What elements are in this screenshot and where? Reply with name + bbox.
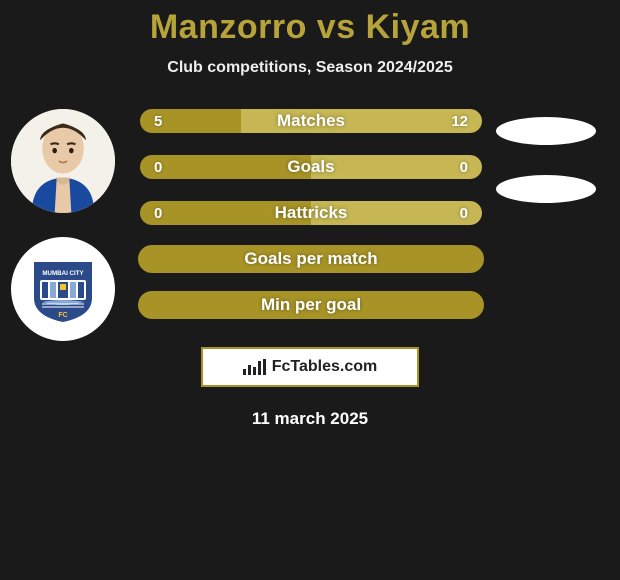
comparison-panel: MUMBAI CITY FC 512Matches00Goals00Hattri… bbox=[0, 107, 620, 319]
player-avatar bbox=[11, 109, 115, 213]
player-avatar-placeholder bbox=[11, 109, 115, 213]
opponent-avatar-placeholder-2 bbox=[496, 175, 596, 203]
stat-bar-left-segment bbox=[140, 201, 311, 225]
brand-badge: FcTables.com bbox=[201, 347, 419, 387]
club-badge: MUMBAI CITY FC bbox=[11, 237, 115, 341]
stat-value-right: 0 bbox=[460, 159, 468, 176]
opponent-avatar-placeholder-1 bbox=[496, 117, 596, 145]
stat-bar: Goals per match bbox=[138, 245, 484, 273]
opponent-avatar-column bbox=[490, 117, 602, 203]
svg-text:MUMBAI CITY: MUMBAI CITY bbox=[42, 270, 84, 277]
subtitle: Club competitions, Season 2024/2025 bbox=[0, 59, 620, 77]
stat-value-right: 12 bbox=[451, 113, 468, 130]
stat-bar-right-segment bbox=[241, 109, 482, 133]
page-title: Manzorro vs Kiyam bbox=[0, 0, 620, 47]
bar-chart-icon bbox=[243, 359, 266, 375]
stat-bar: 00Hattricks bbox=[138, 199, 484, 227]
stat-label: Goals per match bbox=[244, 249, 377, 269]
avatar-column: MUMBAI CITY FC bbox=[8, 109, 118, 341]
stat-value-left: 5 bbox=[154, 113, 162, 130]
stat-value-right: 0 bbox=[460, 205, 468, 222]
stat-bar: 00Goals bbox=[138, 153, 484, 181]
stat-bar: 512Matches bbox=[138, 107, 484, 135]
stat-value-left: 0 bbox=[154, 159, 162, 176]
stat-label: Min per goal bbox=[261, 295, 361, 315]
stat-bar: Min per goal bbox=[138, 291, 484, 319]
stat-bar-right-segment bbox=[311, 201, 482, 225]
svg-text:FC: FC bbox=[58, 312, 67, 319]
brand-text: FcTables.com bbox=[272, 358, 378, 376]
stat-bars: 512Matches00Goals00HattricksGoals per ma… bbox=[138, 107, 484, 319]
stat-value-left: 0 bbox=[154, 205, 162, 222]
club-badge-svg: MUMBAI CITY FC bbox=[28, 254, 98, 324]
stat-bar-left-segment bbox=[140, 155, 311, 179]
stat-bar-right-segment bbox=[311, 155, 482, 179]
date-text: 11 march 2025 bbox=[0, 409, 620, 429]
